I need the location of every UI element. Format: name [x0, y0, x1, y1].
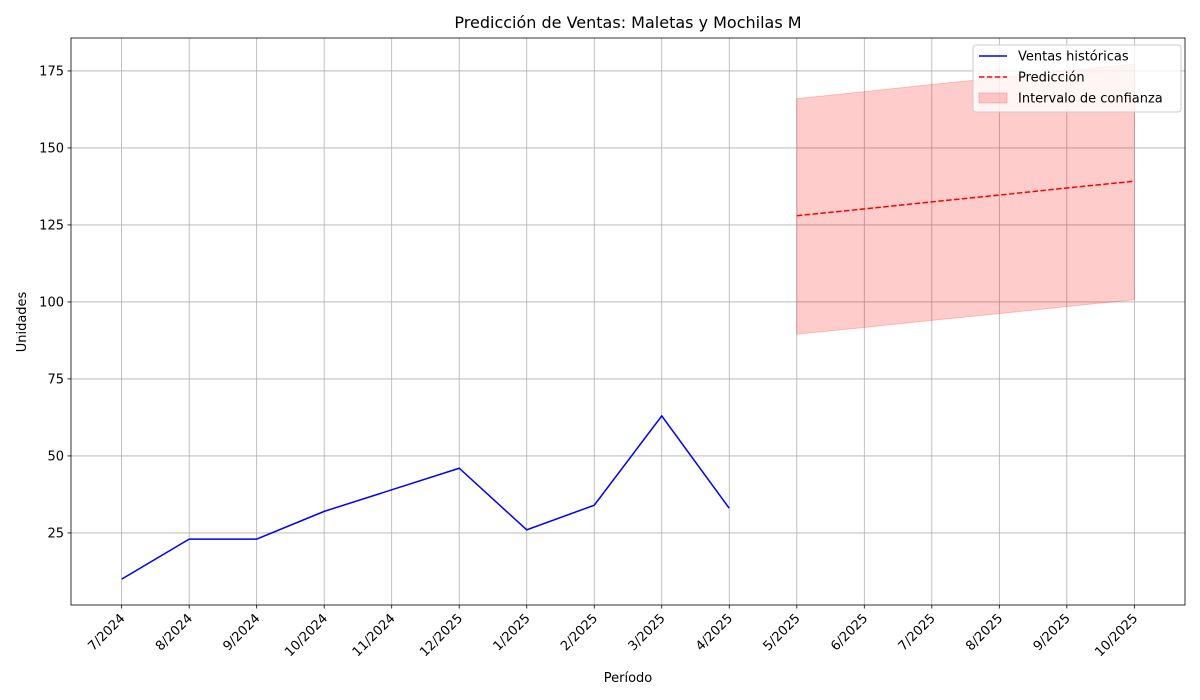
x-axis-label: Período [604, 671, 653, 686]
series-line [121, 414, 730, 580]
legend-swatch [978, 92, 1008, 104]
legend-label: Ventas históricas [1018, 50, 1129, 65]
plot-frame [70, 37, 1186, 606]
y-tick-label: 150 [39, 141, 64, 156]
legend-label: Intervalo de confianza [1018, 92, 1163, 107]
chart-title: Predicción de Ventas: Maletas y Mochilas… [454, 13, 801, 32]
legend: Ventas históricas Predicción Intervalo de … [972, 44, 1182, 113]
legend-box [972, 44, 1182, 113]
y-tick-label: 25 [47, 526, 64, 541]
y-tick-label: 100 [39, 295, 64, 310]
y-axis-label: Unidades [15, 291, 30, 352]
series-line [796, 180, 1135, 217]
legend-label: Predicción [1018, 71, 1085, 86]
y-tick-label: 175 [39, 64, 64, 79]
y-tick-label: 75 [47, 372, 64, 387]
y-tick-label: 125 [39, 218, 64, 233]
y-tick-label: 50 [47, 449, 64, 464]
